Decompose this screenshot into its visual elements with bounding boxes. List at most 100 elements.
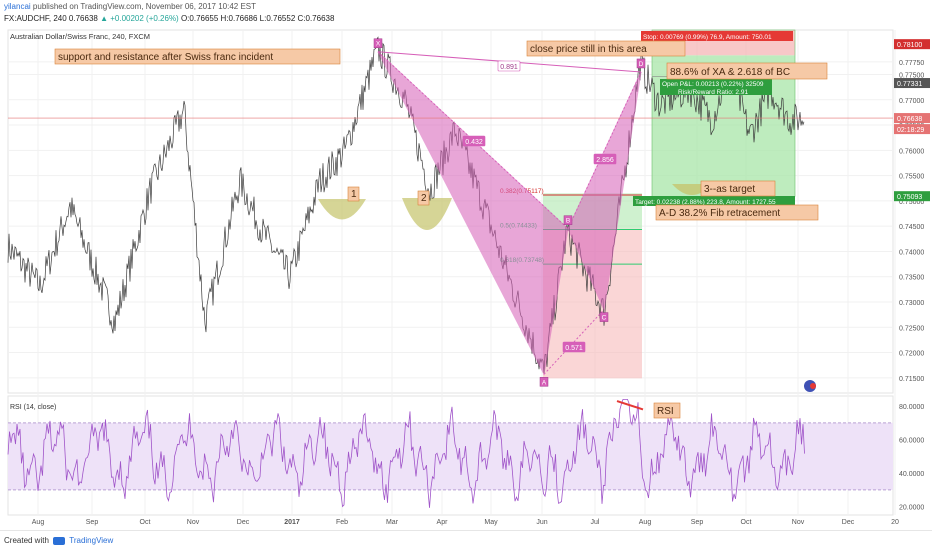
annotation-text: 1 xyxy=(351,189,357,200)
x-tick-label: Mar xyxy=(386,519,399,526)
y-tick-label: 0.74500 xyxy=(899,224,924,231)
annotation-box xyxy=(700,180,776,197)
x-tick-label: Dec xyxy=(842,519,855,526)
annotation-box xyxy=(666,62,828,80)
pattern-point-label: C xyxy=(602,315,607,322)
symbol-line: FX:AUDCHF, 240 0.76638 ▲ +0.00202 (+0.26… xyxy=(4,14,334,23)
annotation-box xyxy=(655,204,819,221)
price-tag-label: 02:18:29 xyxy=(897,127,924,134)
pattern-point-label: X xyxy=(376,41,381,48)
pnl-label-bg xyxy=(660,79,772,95)
x-tick-label: Jun xyxy=(536,519,547,526)
x-tick-label: Feb xyxy=(336,519,348,526)
x-tick-label: Sep xyxy=(86,519,99,526)
currency-flag-icon-swiss xyxy=(810,383,816,389)
publish-text: published on TradingView.com, November 0… xyxy=(32,2,257,11)
pattern-point-label: D xyxy=(639,61,644,68)
rsi-tick-label: 80.0000 xyxy=(899,404,924,411)
open-pnl-label: Open P&L: 0.00213 (0.22%) 32509 xyxy=(662,81,764,88)
x-tick-label: Oct xyxy=(741,519,752,526)
annotation-text: 2 xyxy=(421,193,427,204)
x-tick-label: 2017 xyxy=(284,519,300,526)
price-tag-label: 0.78100 xyxy=(897,42,922,49)
tradingview-link[interactable]: TradingView xyxy=(69,536,114,545)
pattern-point-label: B xyxy=(566,218,570,225)
stop-label-bg xyxy=(641,31,793,41)
y-tick-label: 0.77000 xyxy=(899,98,924,105)
annotation-box xyxy=(347,186,360,202)
x-tick-label: Oct xyxy=(140,519,151,526)
ratio-badge xyxy=(462,135,486,147)
x-tick-label: Apr xyxy=(437,519,449,526)
price-change: ▲ +0.00202 (+0.26%) xyxy=(100,14,179,23)
price-tag-bg xyxy=(894,78,930,89)
pattern-point-marker xyxy=(539,377,549,387)
x-tick-label: Dec xyxy=(237,519,250,526)
x-tick-label: Aug xyxy=(639,519,652,526)
symbol-label: FX:AUDCHF, 240 xyxy=(4,14,67,23)
target-label: Target: 0.02238 (2.88%) 223.8, Amount: 1… xyxy=(635,199,776,206)
price-tag-bg xyxy=(894,191,930,202)
pattern-point-marker xyxy=(636,58,646,69)
ratio-badge xyxy=(593,153,617,165)
x-tick-label: Nov xyxy=(792,519,805,526)
tradingview-logo-icon xyxy=(53,536,66,545)
support-bowl-1 xyxy=(318,199,366,220)
last-price: 0.76638 xyxy=(68,14,98,23)
pattern-point-marker xyxy=(599,312,609,322)
stop-label: Stop: 0.00769 (0.99%) 76.9, Amount: 750.… xyxy=(643,34,772,41)
created-with-text: Created with xyxy=(4,536,49,545)
risk-reward-label: Risk/Reward Ratio: 2.91 xyxy=(678,89,748,96)
rsi-tick-label: 20.0000 xyxy=(899,505,924,512)
rsi-series-line xyxy=(7,398,805,508)
rsi-tick-label: 60.0000 xyxy=(899,438,924,445)
y-tick-label: 0.77500 xyxy=(899,72,924,79)
annotation-text: A-D 38.2% Fib retracement xyxy=(659,208,780,219)
author-link[interactable]: yilancai xyxy=(4,2,31,11)
ratio-label: 2.856 xyxy=(596,157,614,164)
rsi-annotation-text: RSI xyxy=(657,406,674,417)
y-tick-label: 0.75500 xyxy=(899,174,924,181)
price-tag-label: 0.75093 xyxy=(897,194,922,201)
annotation-text: 3--as target xyxy=(704,184,755,195)
x-tick-label: 20 xyxy=(891,519,899,526)
x-tick-label: Sep xyxy=(691,519,704,526)
y-tick-label: 0.71500 xyxy=(899,376,924,383)
y-tick-label: 0.73000 xyxy=(899,300,924,307)
harmonic-bd-line xyxy=(567,71,642,229)
annotation-text: close price still in this area xyxy=(530,44,647,55)
publish-line: yilancai published on TradingView.com, N… xyxy=(4,2,256,11)
ohlc-values: O:0.76655 H:0.76686 L:0.76552 C:0.76638 xyxy=(180,14,335,23)
annotation-box xyxy=(526,40,686,57)
ratio-badge xyxy=(497,60,521,72)
x-tick-label: May xyxy=(484,519,498,526)
rsi-band xyxy=(8,422,893,490)
rsi-title: RSI (14, close) xyxy=(10,404,56,411)
y-tick-label: 0.73500 xyxy=(899,275,924,282)
ratio-label: 0.432 xyxy=(465,139,483,146)
price-tag-label: 0.76638 xyxy=(897,116,922,123)
x-tick-label: Aug xyxy=(32,519,45,526)
price-tag-bg xyxy=(894,39,930,50)
y-tick-label: 0.76000 xyxy=(899,148,924,155)
annotation-box xyxy=(54,48,341,65)
annotation-text: 88.6% of XA & 2.618 of BC xyxy=(670,67,790,78)
pattern-point-marker xyxy=(563,215,573,225)
pattern-point-marker xyxy=(373,38,383,48)
rsi-annotation-box xyxy=(653,402,681,419)
rsi-divergence-line xyxy=(616,400,644,411)
y-tick-label: 0.77750 xyxy=(899,60,924,67)
ratio-label: 0.571 xyxy=(565,345,583,352)
y-tick-label: 0.72500 xyxy=(899,325,924,332)
x-tick-label: Jul xyxy=(591,519,600,526)
price-tag-bg xyxy=(894,124,930,135)
y-tick-label: 0.74000 xyxy=(899,249,924,256)
support-bowl-2 xyxy=(402,198,452,230)
annotation-box xyxy=(417,190,430,206)
ratio-label: 0.891 xyxy=(500,64,518,71)
x-tick-label: Nov xyxy=(187,519,200,526)
annotation-text: support and resistance after Swiss franc… xyxy=(58,52,273,63)
ratio-badge xyxy=(562,341,586,353)
price-tag-bg xyxy=(894,113,930,124)
